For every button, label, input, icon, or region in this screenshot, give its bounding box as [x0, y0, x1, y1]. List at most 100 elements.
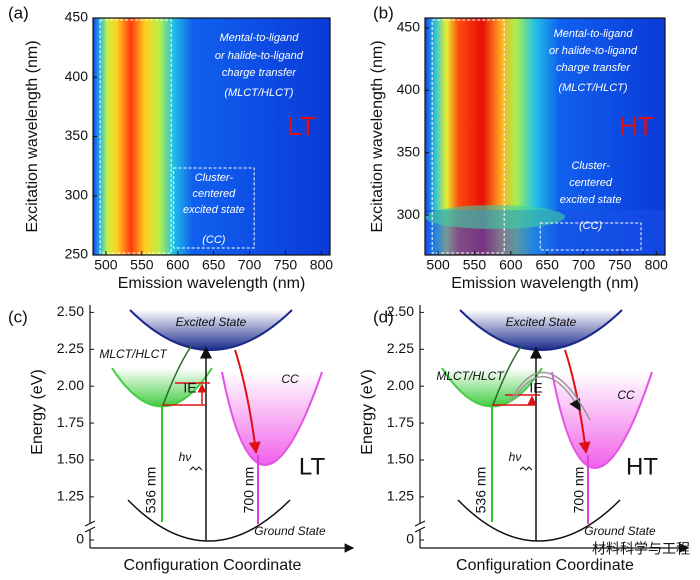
diagram: 1.25 1.50 1.75 2.00 2.25 2.50 0 (d) Configuratio… [359, 303, 690, 574]
x-tick-label: 700 [238, 257, 262, 273]
y-tick-label: 1.75 [387, 414, 414, 430]
photon [519, 466, 533, 471]
annotation: (CC) [202, 234, 226, 246]
x-axis-label: Emission wavelength (nm) [118, 275, 306, 292]
diagram-label: hν [179, 450, 192, 464]
x-tick-label: 650 [202, 257, 226, 273]
annotation: (CC) [579, 220, 603, 232]
annotation: charge transfer [222, 67, 297, 79]
y-tick-label: 1.50 [57, 451, 84, 467]
cc-curve [221, 371, 323, 466]
mlct-curve [111, 367, 213, 408]
y-tick-label: 2.00 [57, 377, 84, 393]
y-tick-label: 350 [65, 127, 89, 143]
panel-label: (a) [8, 3, 29, 22]
annotation: (MLCT/HLCT) [558, 82, 627, 94]
x-tick-label: 750 [608, 257, 632, 273]
annotation: Mental-to-ligand [554, 28, 634, 40]
annotation: Mental-to-ligand [219, 32, 299, 44]
y-tick-label: 300 [397, 206, 421, 222]
y-tick-label: 450 [397, 19, 421, 35]
y-tick-label: 250 [65, 246, 89, 262]
y-tick-label: 0 [76, 531, 84, 547]
diagram-label: MLCT/HLCT [436, 369, 505, 383]
thermal-path [509, 371, 591, 421]
diagram-label: hν [509, 450, 522, 464]
y-tick-label: 400 [397, 81, 421, 97]
diagram-label: Excited State [506, 315, 577, 329]
annotation: or halide-to-ligand [215, 50, 304, 62]
annotation: Cluster- [195, 172, 234, 184]
diagram-label: MLCT/HLCT [99, 347, 168, 361]
annotation: (MLCT/HLCT) [224, 87, 293, 99]
x-tick-label: 500 [426, 257, 450, 273]
ie-bracket [162, 382, 210, 406]
ground-state-curve [127, 499, 291, 542]
condition-tag: LT [299, 453, 326, 480]
x-tick-label: 800 [310, 257, 334, 273]
x-tick-label: 550 [130, 257, 154, 273]
x-tick-label: 600 [166, 257, 190, 273]
annotation: excited state [183, 204, 245, 216]
x-tick-label: 800 [645, 257, 669, 273]
diagram-label: CC [617, 388, 635, 402]
heatmap-low-glow [425, 205, 565, 229]
y-axis-label: Energy (eV) [29, 369, 46, 454]
diagram-label: Ground State [584, 524, 656, 538]
y-axis-label: Excitation wavelength (nm) [24, 40, 41, 232]
x-tick-label: 500 [94, 257, 118, 273]
annotation: centered [569, 177, 613, 189]
condition-tag: LT [287, 111, 316, 141]
x-axis-label: Emission wavelength (nm) [451, 275, 639, 292]
condition-tag: HT [626, 453, 658, 480]
y-axis-label: Energy (eV) [359, 369, 376, 454]
mlct-link [162, 344, 193, 406]
diagram-label: CC [281, 372, 299, 386]
y-tick-label: 450 [65, 9, 89, 25]
x-tick-label: 650 [536, 257, 560, 273]
y-tick-label: 1.25 [387, 488, 414, 504]
region-box [431, 19, 505, 254]
ie-bracket [492, 394, 540, 406]
y-tick-label: 2.00 [387, 377, 414, 393]
diagram-label: Ground State [254, 524, 326, 538]
y-axis-label: Excitation wavelength (nm) [369, 40, 386, 232]
axis-break [414, 520, 426, 533]
heatmap [93, 18, 330, 255]
x-axis-label: Configuration Coordinate [124, 557, 302, 574]
diagram-label: 536 nm [143, 467, 159, 514]
diagram-label: 700 nm [241, 467, 257, 514]
panel-label: (c) [8, 307, 28, 326]
photon [189, 466, 203, 471]
region-box [539, 222, 642, 251]
ground-state-curve [457, 499, 621, 542]
panel-label: (b) [373, 3, 394, 22]
diagram-label: 536 nm [473, 467, 489, 514]
annotation: excited state [560, 194, 622, 206]
y-tick-label: 2.25 [387, 340, 414, 356]
watermark: 材料科学与工程 [592, 541, 690, 557]
y-tick-label: 0 [406, 531, 414, 547]
annotation: charge transfer [556, 62, 631, 74]
y-tick-label: 1.25 [57, 488, 84, 504]
annotation: Cluster- [571, 160, 610, 172]
y-tick-label: 2.50 [387, 303, 414, 319]
isc-curve [564, 349, 591, 454]
y-tick-label: 300 [65, 186, 89, 202]
y-tick-label: 2.25 [57, 340, 84, 356]
diagram-label: 700 nm [571, 467, 587, 514]
x-tick-label: 600 [499, 257, 523, 273]
region-box [99, 19, 172, 254]
axis-break [84, 520, 96, 533]
y-tick-label: 2.50 [57, 303, 84, 319]
thermal-path [514, 375, 581, 412]
condition-tag: HT [619, 111, 654, 141]
x-tick-label: 750 [274, 257, 298, 273]
annotation: centered [192, 188, 236, 200]
x-axis-label: Configuration Coordinate [456, 557, 634, 574]
diagram-label: IE [183, 380, 196, 396]
annotation: or halide-to-ligand [549, 45, 638, 57]
mlct-link [492, 344, 523, 406]
region-box [173, 167, 255, 249]
